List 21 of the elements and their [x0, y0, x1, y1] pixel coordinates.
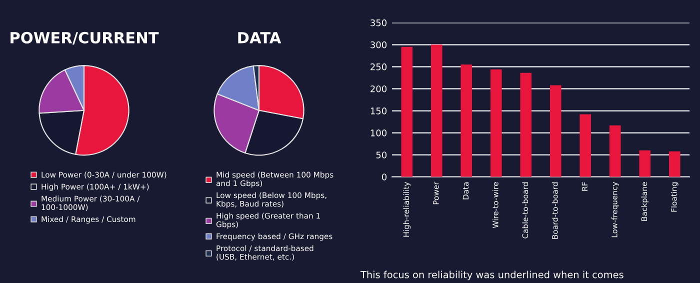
y-tick-label: 50 — [376, 152, 387, 158]
bar — [401, 46, 413, 177]
y-tick-label: 300 — [370, 41, 387, 48]
y-tick-label: 250 — [370, 63, 387, 70]
y-tick-label: 350 — [370, 19, 387, 26]
chart-title: POWER/CURRENT — [10, 32, 159, 45]
bar — [668, 151, 680, 177]
y-tick-label: 100 — [370, 130, 387, 136]
chart-title: DATA — [238, 32, 282, 44]
bar — [639, 150, 651, 177]
bar — [609, 125, 621, 177]
bar — [550, 85, 562, 177]
bar — [430, 44, 442, 177]
y-tick-label: 150 — [370, 108, 387, 114]
text: This focus on reliability was underlined when it comes — [360, 270, 624, 280]
bar — [520, 72, 532, 177]
y-tick-label: 0 — [382, 174, 387, 180]
bar — [460, 64, 472, 177]
bar — [490, 69, 502, 177]
bar — [580, 114, 592, 177]
y-tick-label: 200 — [370, 85, 387, 92]
